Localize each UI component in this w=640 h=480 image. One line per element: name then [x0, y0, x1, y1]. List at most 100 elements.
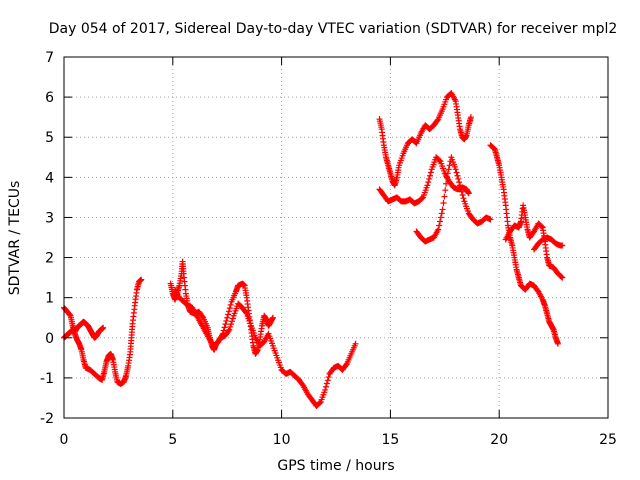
y-tick-label: -2: [40, 411, 54, 427]
series-track-h: [487, 142, 561, 347]
data-point: [487, 216, 494, 223]
data-point: [222, 321, 229, 328]
data-point: [426, 175, 433, 182]
data-point: [228, 321, 235, 328]
data-point: [455, 175, 462, 182]
data-point: [224, 314, 231, 321]
data-point: [322, 383, 329, 390]
x-axis-label: GPS time / hours: [277, 458, 394, 474]
data-point: [465, 190, 472, 197]
data-point: [442, 187, 449, 194]
data-point: [225, 311, 232, 318]
series-track-a: [61, 276, 145, 387]
x-tick-label: 5: [168, 432, 177, 448]
data-point: [343, 362, 350, 369]
data-point: [323, 380, 330, 387]
plot-frame: [63, 56, 609, 419]
data-point: [445, 166, 452, 173]
data-point: [460, 195, 467, 202]
data-point: [458, 188, 465, 195]
data-point: [441, 193, 448, 200]
y-tick-label: 5: [45, 130, 54, 146]
data-point: [437, 218, 444, 225]
data-point: [559, 242, 566, 249]
data-point: [324, 377, 331, 384]
data-point: [226, 326, 233, 333]
y-tick-label: 2: [45, 251, 54, 267]
data-point: [352, 340, 359, 347]
x-tick-label: 20: [490, 432, 508, 448]
y-tick-label: 4: [45, 170, 54, 186]
data-point: [316, 399, 323, 406]
data-point: [452, 166, 459, 173]
data-point: [457, 182, 464, 189]
series-track-j: [531, 234, 566, 253]
series-track-e: [376, 90, 474, 189]
grid-lines: [64, 57, 608, 418]
data-point: [554, 340, 561, 347]
data-point: [229, 315, 236, 322]
x-tick-label: 10: [273, 432, 291, 448]
data-point: [225, 308, 232, 315]
data-point: [456, 179, 463, 186]
data-point: [457, 185, 464, 192]
data-point: [325, 374, 332, 381]
data-point: [66, 311, 73, 318]
data-point: [454, 172, 461, 179]
data-point: [443, 174, 450, 181]
data-point: [435, 226, 442, 233]
data-point: [226, 305, 233, 312]
data-point: [220, 327, 227, 334]
data-point: [221, 324, 228, 331]
data-points: [61, 90, 566, 409]
data-point: [467, 114, 474, 121]
data-point: [322, 386, 329, 393]
data-point: [559, 274, 566, 281]
data-point: [438, 210, 445, 217]
x-tick-label: 0: [60, 432, 69, 448]
data-point: [223, 317, 230, 324]
data-point: [436, 157, 443, 164]
y-tick-label: 7: [45, 50, 54, 66]
series-track-d: [171, 280, 276, 357]
data-point: [437, 214, 444, 221]
series-track-i: [502, 202, 566, 281]
data-point: [439, 206, 446, 213]
y-tick-label: 0: [45, 331, 54, 347]
y-tick-label: 1: [45, 291, 54, 307]
data-point: [425, 179, 432, 186]
y-tick-label: 6: [45, 90, 54, 106]
data-point: [427, 172, 434, 179]
y-tick-label: -1: [40, 371, 54, 387]
series-track-b: [61, 318, 107, 341]
data-point: [436, 222, 443, 229]
chart-title: Day 054 of 2017, Sidereal Day-to-day VTE…: [49, 21, 618, 37]
data-point: [427, 169, 434, 176]
data-point: [219, 330, 226, 337]
data-point: [138, 276, 145, 283]
data-point: [424, 182, 431, 189]
data-point: [538, 223, 545, 230]
data-point: [444, 170, 451, 177]
data-point: [227, 301, 234, 308]
data-point: [269, 314, 276, 321]
series-track-g: [413, 154, 494, 245]
data-point: [443, 180, 450, 187]
data-point: [459, 191, 466, 198]
y-axis-label: SDTVAR / TECUs: [7, 181, 23, 296]
x-tick-label: 25: [599, 432, 617, 448]
data-point: [446, 162, 453, 169]
data-point: [228, 318, 235, 325]
axis-ticks: 0 5 10 15 20 25 -2 -1 0 1 2 3 4 5 6 7: [40, 50, 617, 448]
data-point: [100, 324, 107, 331]
data-point: [199, 313, 206, 320]
data-point: [440, 200, 447, 207]
data-point: [453, 169, 460, 176]
data-point: [434, 117, 441, 124]
data-point: [227, 323, 234, 330]
y-tick-label: 3: [45, 210, 54, 226]
data-point: [558, 273, 565, 280]
x-tick-label: 15: [381, 432, 399, 448]
data-point: [419, 195, 426, 202]
